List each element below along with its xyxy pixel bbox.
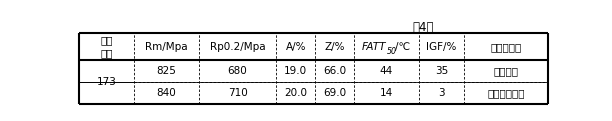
Text: 20.0: 20.0 xyxy=(285,88,307,98)
Text: A/%: A/% xyxy=(286,42,306,52)
Text: 叶片
编号: 叶片 编号 xyxy=(100,36,113,58)
Text: 680: 680 xyxy=(228,66,247,76)
Text: 840: 840 xyxy=(157,88,176,98)
Text: 173: 173 xyxy=(97,77,116,87)
Text: 常规工艺: 常规工艺 xyxy=(494,66,519,76)
Text: Z/%: Z/% xyxy=(324,42,345,52)
Text: 44: 44 xyxy=(380,66,393,76)
Text: 热处理工艺: 热处理工艺 xyxy=(491,42,522,52)
Text: 69.0: 69.0 xyxy=(323,88,346,98)
Text: 19.0: 19.0 xyxy=(285,66,307,76)
Text: 3: 3 xyxy=(438,88,445,98)
Text: 710: 710 xyxy=(228,88,247,98)
Text: 35: 35 xyxy=(435,66,448,76)
Text: FATT: FATT xyxy=(362,42,387,52)
Text: 825: 825 xyxy=(157,66,176,76)
Text: 两次淬火工艺: 两次淬火工艺 xyxy=(488,88,525,98)
Text: IGF/%: IGF/% xyxy=(427,42,457,52)
Text: 66.0: 66.0 xyxy=(323,66,346,76)
Text: 14: 14 xyxy=(380,88,393,98)
Text: Rm/Mpa: Rm/Mpa xyxy=(145,42,188,52)
Text: Rp0.2/Mpa: Rp0.2/Mpa xyxy=(210,42,266,52)
Text: /℃: /℃ xyxy=(395,42,410,52)
Text: 表4：: 表4： xyxy=(412,21,433,34)
Text: 50: 50 xyxy=(387,47,397,56)
